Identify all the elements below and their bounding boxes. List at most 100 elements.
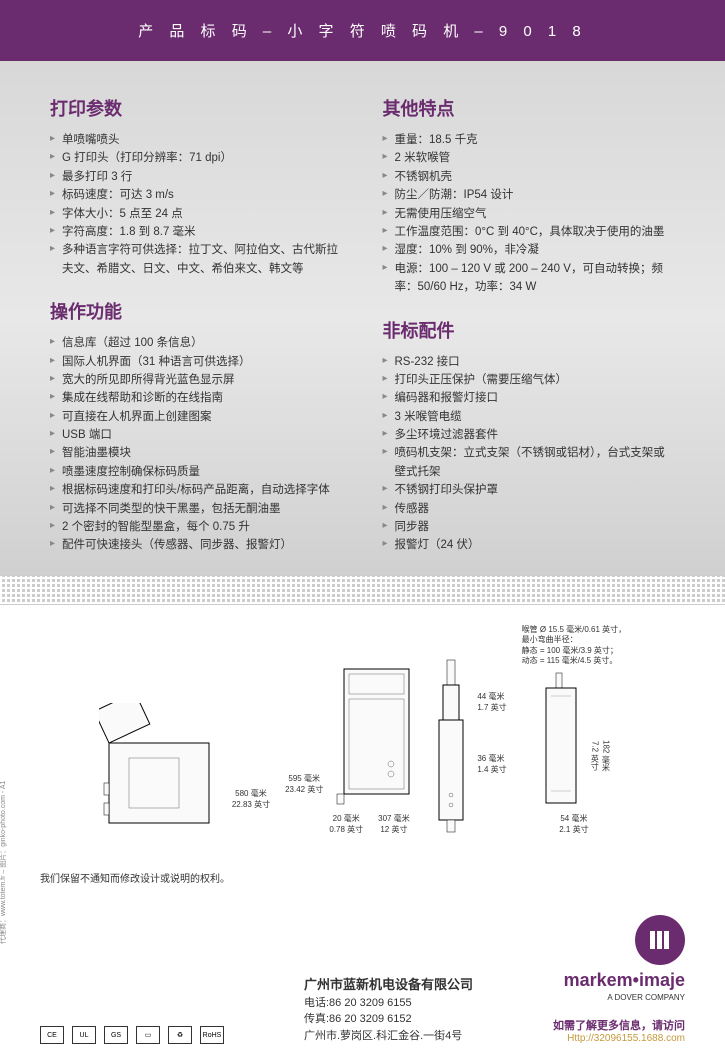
- d4-n4: 动态 = 115 毫米/4.5 英寸。: [522, 656, 626, 666]
- diagrams-area: 580 毫米 22.83 英寸 595 毫米 23.42 英寸: [0, 605, 725, 856]
- cert-badge: RoHS: [200, 1026, 224, 1044]
- disclaimer: 我们保留不通知而修改设计或说明的权利。: [40, 870, 685, 885]
- d1-h: 580 毫米: [235, 788, 267, 799]
- d4-n2: 最小弯曲半径：: [522, 635, 626, 645]
- list-item: 标码速度：可达 3 m/s: [50, 186, 343, 204]
- diagram-2: 595 毫米 23.42 英寸 20 毫米: [285, 664, 414, 835]
- d2-h: 595 毫米: [288, 773, 320, 784]
- list-item: 最多打印 3 行: [50, 168, 343, 186]
- list-item: 重量：18.5 千克: [383, 131, 676, 149]
- brand-name: markem•imaje: [553, 970, 685, 991]
- list-item: 同步器: [383, 518, 676, 536]
- cert-badge: CE: [40, 1026, 64, 1044]
- right-column: 其他特点 重量：18.5 千克2 米软喉管不锈钢机壳防尘／防潮：IP54 设计无…: [383, 91, 676, 555]
- diagram-3: 44 毫米 1.7 英寸 36 毫米 1.4 英寸: [429, 655, 506, 835]
- cta-link[interactable]: Http://32096155.1688.com: [553, 1033, 685, 1044]
- other-features-list: 重量：18.5 千克2 米软喉管不锈钢机壳防尘／防潮：IP54 设计无需使用压缩…: [383, 131, 676, 297]
- list-item: 信息库（超过 100 条信息）: [50, 334, 343, 352]
- list-item: 可直接在人机界面上创建图案: [50, 408, 343, 426]
- list-item: 喷墨速度控制确保标码质量: [50, 463, 343, 481]
- list-item: 根据标码速度和打印头/标码产品距离，自动选择字体: [50, 481, 343, 499]
- list-item: USB 端口: [50, 426, 343, 444]
- side-credit: 代理商：www.totem.fr – 图片：ginko-photo.com - …: [0, 781, 8, 944]
- list-item: 配件可快速接头（传感器、同步器、报警灯）: [50, 536, 343, 554]
- d4-n1: 喉管 Ø 15.5 毫米/0.61 英寸，: [522, 625, 626, 635]
- d4-hb: 7.2 英寸: [589, 741, 600, 770]
- accessories-title: 非标配件: [383, 317, 676, 343]
- list-item: 防尘／防潮：IP54 设计: [383, 186, 676, 204]
- list-item: 报警灯（24 伏）: [383, 536, 676, 554]
- d2-w2: 307 毫米: [378, 813, 410, 824]
- list-item: 编码器和报警灯接口: [383, 389, 676, 407]
- list-item: RS-232 接口: [383, 353, 676, 371]
- diagram-1: 580 毫米 22.83 英寸: [99, 703, 270, 835]
- logo-block: markem•imaje A DOVER COMPANY 如需了解更多信息，请访…: [553, 915, 685, 1044]
- company-addr: 广州市.萝岗区.科汇金谷.一街4号: [304, 1028, 473, 1045]
- d2-w1: 20 毫米: [329, 813, 363, 824]
- company-fax: 传真:86 20 3209 6152: [304, 1011, 473, 1028]
- cert-badge: GS: [104, 1026, 128, 1044]
- diagram-1-svg: [99, 703, 229, 833]
- d2-hb: 23.42 英寸: [285, 784, 323, 795]
- d3-l1: 44 毫米: [477, 691, 506, 702]
- list-item: 传感器: [383, 500, 676, 518]
- list-item: 工作温度范围：0°C 到 40°C，具体取决于使用的油墨: [383, 223, 676, 241]
- operation-list: 信息库（超过 100 条信息）国际人机界面（31 种语言可供选择）宽大的所见即所…: [50, 334, 343, 555]
- cert-column: CE UL GS ▭ ♻ RoHS: [40, 1016, 224, 1044]
- d4-wb: 2.1 英寸: [559, 824, 588, 835]
- accessories-list: RS-232 接口打印头正压保护（需要压缩气体）编码器和报警灯接口3 米喉管电缆…: [383, 353, 676, 555]
- list-item: 不锈钢打印头保护罩: [383, 481, 676, 499]
- operation-title: 操作功能: [50, 298, 343, 324]
- cert-badge: UL: [72, 1026, 96, 1044]
- d4-w: 54 毫米: [559, 813, 588, 824]
- left-column: 打印参数 单喷嘴喷头G 打印头（打印分辨率：71 dpi）最多打印 3 行标码速…: [50, 91, 343, 555]
- d3-l1b: 1.7 英寸: [477, 702, 506, 713]
- cert-row: CE UL GS ▭ ♻ RoHS: [40, 1026, 224, 1044]
- cert-badge: ▭: [136, 1026, 160, 1044]
- list-item: 国际人机界面（31 种语言可供选择）: [50, 353, 343, 371]
- list-item: 打印头正压保护（需要压缩气体）: [383, 371, 676, 389]
- footer: 代理商：www.totem.fr – 图片：ginko-photo.com - …: [0, 855, 725, 1064]
- print-params-list: 单喷嘴喷头G 打印头（打印分辨率：71 dpi）最多打印 3 行标码速度：可达 …: [50, 131, 343, 278]
- cta-text: 如需了解更多信息，请访问: [553, 1017, 685, 1033]
- list-item: 2 个密封的智能型墨盒，每个 0.75 升: [50, 518, 343, 536]
- list-item: 多尘环境过滤器套件: [383, 426, 676, 444]
- diagram-4-svg: [536, 671, 586, 811]
- diagram-2-svg: [329, 664, 414, 809]
- list-item: 喷码机支架：立式支架（不锈钢或铝材），台式支架或壁式托架: [383, 444, 676, 481]
- company-tel: 电话:86 20 3209 6155: [304, 995, 473, 1012]
- content-area: 打印参数 单喷嘴喷头G 打印头（打印分辨率：71 dpi）最多打印 3 行标码速…: [0, 61, 725, 575]
- brand-logo-icon: [635, 915, 685, 965]
- list-item: 无需使用压缩空气: [383, 205, 676, 223]
- d2-w1b: 0.78 英寸: [329, 824, 363, 835]
- diagram-3-svg: [429, 655, 474, 835]
- list-item: 智能油墨模块: [50, 444, 343, 462]
- list-item: 多种语言字符可供选择：拉丁文、阿拉伯文、古代斯拉夫文、希腊文、日文、中文、希伯来…: [50, 241, 343, 278]
- page-header: 产 品 标 码 – 小 字 符 喷 码 机 – 9 0 1 8: [0, 0, 725, 61]
- d4-h: 182 毫米: [600, 740, 611, 772]
- list-item: 集成在线帮助和诊断的在线指南: [50, 389, 343, 407]
- company-info: 广州市蓝新机电设备有限公司 电话:86 20 3209 6155 传真:86 2…: [304, 975, 473, 1044]
- list-item: 宽大的所见即所得背光蓝色显示屏: [50, 371, 343, 389]
- company-name: 广州市蓝新机电设备有限公司: [304, 975, 473, 995]
- other-features-title: 其他特点: [383, 95, 676, 121]
- diagram-4: 喉管 Ø 15.5 毫米/0.61 英寸， 最小弯曲半径： 静态 = 100 毫…: [522, 625, 626, 836]
- list-item: 可选择不同类型的快干黑墨，包括无酮油墨: [50, 500, 343, 518]
- dots-divider: [0, 575, 725, 605]
- list-item: G 打印头（打印分辨率：71 dpi）: [50, 149, 343, 167]
- list-item: 不锈钢机壳: [383, 168, 676, 186]
- list-item: 字符高度：1.8 到 8.7 毫米: [50, 223, 343, 241]
- cert-badge: ♻: [168, 1026, 192, 1044]
- list-item: 2 米软喉管: [383, 149, 676, 167]
- list-item: 电源：100 – 120 V 或 200 – 240 V，可自动转换；频率：50…: [383, 260, 676, 297]
- list-item: 字体大小：5 点至 24 点: [50, 205, 343, 223]
- list-item: 3 米喉管电缆: [383, 408, 676, 426]
- d3-l2b: 1.4 英寸: [477, 764, 506, 775]
- header-text: 产 品 标 码 – 小 字 符 喷 码 机 – 9 0 1 8: [138, 23, 587, 40]
- list-item: 单喷嘴喷头: [50, 131, 343, 149]
- d3-l2: 36 毫米: [477, 753, 506, 764]
- d4-n3: 静态 = 100 毫米/3.9 英寸；: [522, 646, 626, 656]
- print-params-title: 打印参数: [50, 95, 343, 121]
- list-item: 湿度：10% 到 90%，非冷凝: [383, 241, 676, 259]
- d2-w2b: 12 英寸: [378, 824, 410, 835]
